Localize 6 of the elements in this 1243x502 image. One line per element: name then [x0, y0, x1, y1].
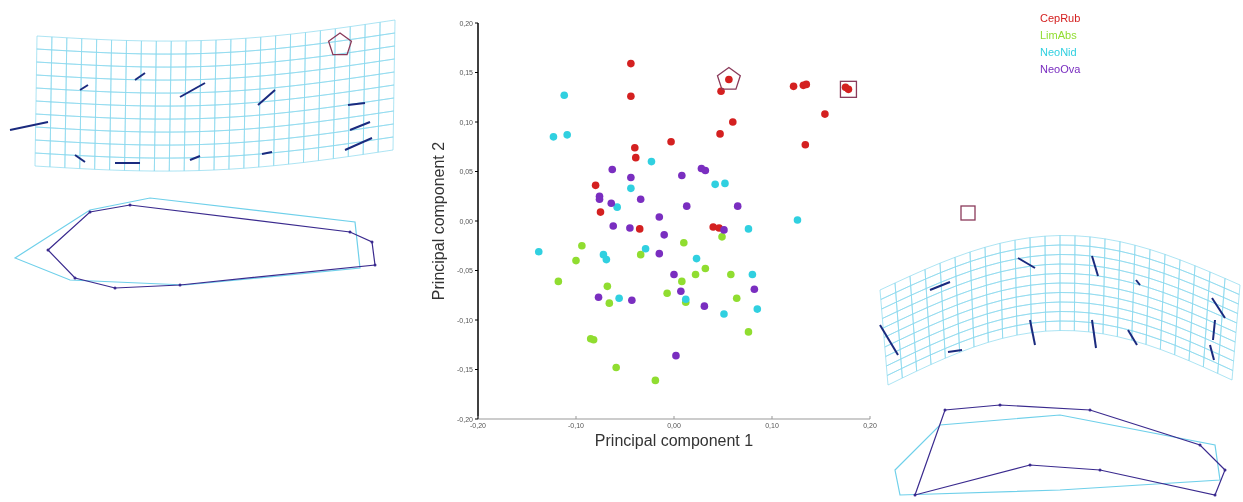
text: NeoOva: [1040, 63, 1082, 75]
y-axis-title: Principal component 2: [430, 141, 447, 301]
x-axis-title: Principal component 1: [594, 432, 754, 449]
text: LimAbs: [1040, 29, 1078, 41]
text: CepRub: [1040, 12, 1081, 24]
text: NeoNid: [1040, 46, 1077, 58]
